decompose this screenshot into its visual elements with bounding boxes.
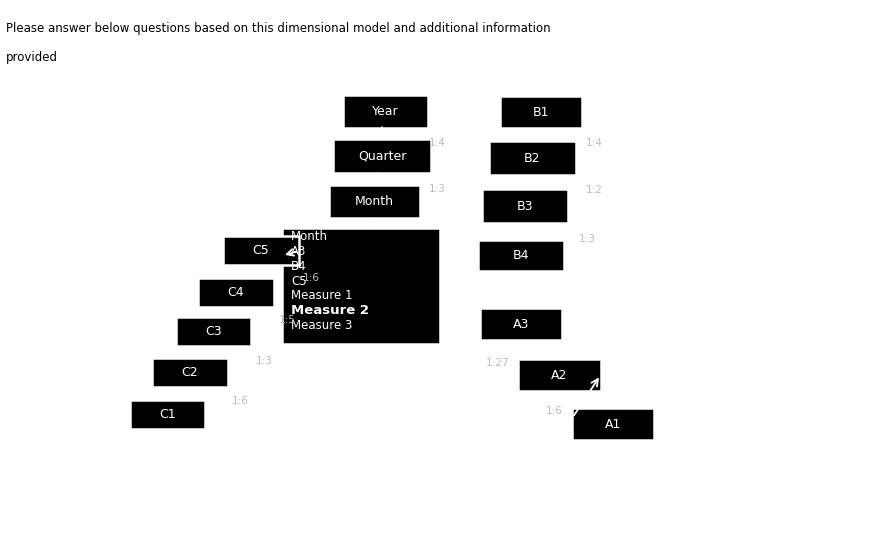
Text: 1:3: 1:3 xyxy=(579,233,595,244)
Text: 1:4: 1:4 xyxy=(429,139,446,148)
Text: B2: B2 xyxy=(524,152,540,165)
Text: C5: C5 xyxy=(291,274,307,287)
FancyBboxPatch shape xyxy=(481,189,568,223)
Text: A2: A2 xyxy=(551,368,567,382)
FancyBboxPatch shape xyxy=(518,359,600,391)
Text: 1:5: 1:5 xyxy=(278,314,295,325)
Text: A: A xyxy=(607,480,626,504)
Text: 1:4: 1:4 xyxy=(585,139,602,148)
Text: C: C xyxy=(174,484,193,508)
Text: A3: A3 xyxy=(513,318,529,331)
Text: Quarter: Quarter xyxy=(357,150,406,163)
Text: C2: C2 xyxy=(182,366,198,379)
FancyBboxPatch shape xyxy=(480,309,562,341)
Text: Month: Month xyxy=(291,230,328,243)
FancyBboxPatch shape xyxy=(223,236,299,265)
FancyBboxPatch shape xyxy=(329,184,420,219)
Text: 1:6: 1:6 xyxy=(232,397,249,406)
Text: B4: B4 xyxy=(291,260,307,272)
Text: B3: B3 xyxy=(517,200,532,213)
Text: Measure 2: Measure 2 xyxy=(291,304,369,318)
Text: 1:27: 1:27 xyxy=(486,358,509,368)
FancyBboxPatch shape xyxy=(282,228,439,344)
Text: provided: provided xyxy=(5,51,58,64)
Text: A3: A3 xyxy=(291,245,307,257)
Text: Month: Month xyxy=(354,195,393,208)
Text: C5: C5 xyxy=(253,244,269,257)
Text: Time: Time xyxy=(262,71,317,92)
Text: B1: B1 xyxy=(532,106,548,119)
Text: Measure 3: Measure 3 xyxy=(291,319,353,333)
Text: C1: C1 xyxy=(159,408,175,422)
Text: Measure 1: Measure 1 xyxy=(291,289,353,303)
Text: Year: Year xyxy=(371,105,398,118)
FancyBboxPatch shape xyxy=(500,96,581,128)
FancyBboxPatch shape xyxy=(478,239,563,271)
Text: B: B xyxy=(587,69,609,93)
FancyBboxPatch shape xyxy=(198,278,274,306)
Text: 1:6: 1:6 xyxy=(303,273,320,284)
FancyBboxPatch shape xyxy=(571,408,654,440)
Text: C3: C3 xyxy=(205,326,222,338)
Text: Please answer below questions based on this dimensional model and additional inf: Please answer below questions based on t… xyxy=(5,22,549,36)
FancyBboxPatch shape xyxy=(488,141,575,175)
Text: A1: A1 xyxy=(604,418,621,431)
Text: 1:3: 1:3 xyxy=(429,184,446,195)
FancyBboxPatch shape xyxy=(175,317,251,346)
FancyBboxPatch shape xyxy=(129,400,206,430)
Text: 1:3: 1:3 xyxy=(256,356,273,366)
Text: B4: B4 xyxy=(512,249,529,262)
FancyBboxPatch shape xyxy=(342,94,427,128)
FancyBboxPatch shape xyxy=(332,139,431,173)
FancyBboxPatch shape xyxy=(152,358,228,387)
Text: 1:6: 1:6 xyxy=(546,406,563,416)
Text: C4: C4 xyxy=(228,286,244,298)
Text: 1:2: 1:2 xyxy=(585,185,602,195)
